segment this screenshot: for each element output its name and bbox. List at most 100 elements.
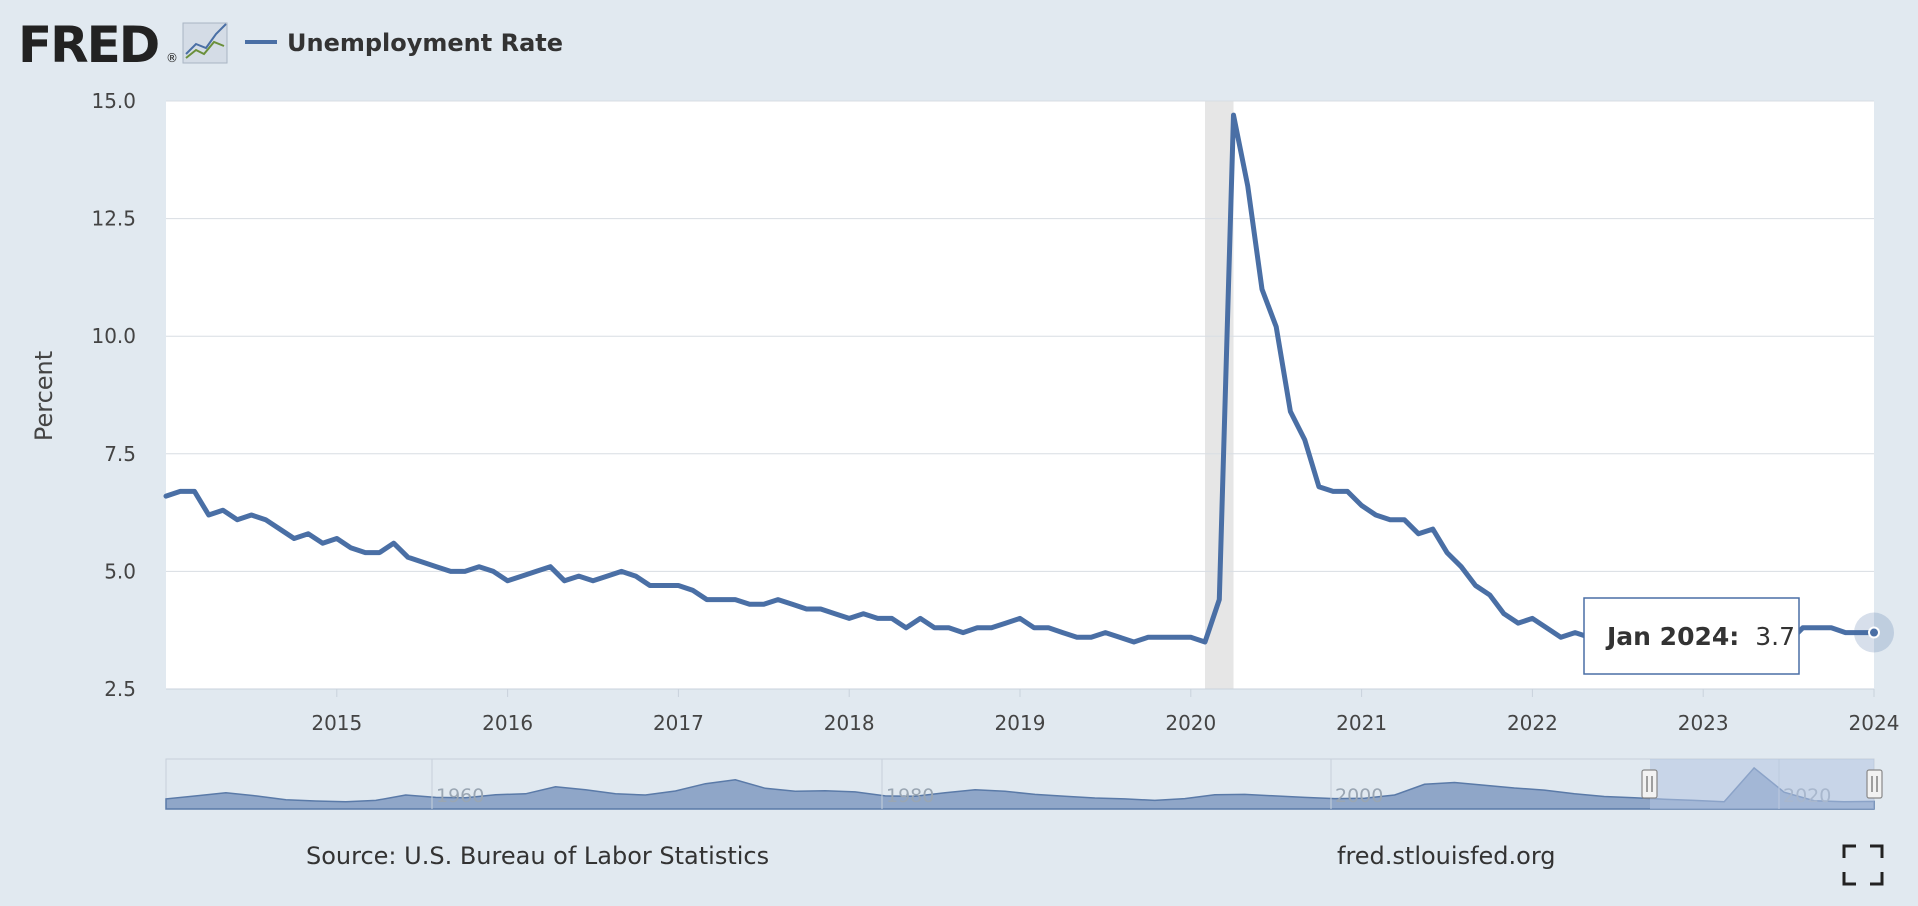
data-point [1175,636,1178,639]
data-point [1246,184,1249,187]
data-point [848,617,851,620]
data-point [776,598,780,601]
fred-logo-registered: ® [166,51,178,65]
data-point [591,579,595,583]
data-point [534,570,538,573]
y-tick-label: 2.5 [104,677,136,701]
navigator-label: 1960 [436,785,484,807]
data-point [1346,490,1349,493]
data-point [890,617,894,620]
data-point [705,598,709,601]
navigator-left-handle[interactable] [1641,769,1658,799]
data-point [1331,490,1335,493]
data-point [1317,485,1321,488]
data-point [1559,636,1563,639]
data-point [1061,631,1064,634]
source-text: Source: U.S. Bureau of Labor Statistics [306,842,769,870]
tooltip-date: Jan 2024: [1605,622,1739,651]
data-point [719,598,723,601]
x-tick-label: 2024 [1849,711,1900,735]
data-point [1488,593,1491,597]
data-point [1545,626,1548,630]
data-point [1417,532,1420,535]
plot-area [166,101,1874,689]
hover-point-marker[interactable] [1854,612,1894,653]
data-point [976,626,979,630]
data-point [620,570,623,573]
data-point [250,513,253,517]
data-point [1374,513,1378,517]
data-point [919,617,922,620]
data-point [961,631,965,634]
data-point [321,541,324,545]
data-point [264,518,267,521]
navigator-right-handle[interactable] [1866,769,1883,799]
data-point [207,513,210,517]
data-point [833,612,837,615]
data-point [876,617,879,620]
data-point [307,532,310,535]
navigator-label: 2000 [1335,785,1383,807]
data-point [1004,621,1007,625]
data-point [1260,287,1264,291]
data-point [862,612,865,615]
data-point [734,598,737,601]
data-point [364,551,367,554]
data-point [164,494,168,498]
data-point [577,574,580,578]
x-tick-label: 2018 [824,711,875,735]
site-link[interactable]: fred.stlouisfed.org [1337,842,1556,870]
data-point [1289,410,1292,413]
data-point [791,603,794,606]
navigator-area [165,766,1875,810]
data-point [762,603,765,606]
range-navigator[interactable]: 1960198020002020 [165,758,1883,810]
data-point [1573,631,1577,634]
x-tick-label: 2017 [653,711,704,735]
data-point [1844,631,1847,634]
legend-series-label[interactable]: Unemployment Rate [287,29,563,57]
fred-logo-text[interactable]: FRED [18,16,160,74]
fullscreen-icon[interactable] [1842,844,1884,886]
data-point [1474,584,1477,587]
data-point [520,574,524,578]
data-point [1033,626,1036,630]
fred-logo-graph-icon[interactable] [182,22,228,64]
data-point [435,565,438,568]
data-point [421,560,424,564]
x-tick-label: 2019 [995,711,1046,735]
y-tick-label: 15.0 [91,89,136,113]
data-point [1360,504,1363,507]
data-point [662,584,666,587]
navigator-selection-window[interactable] [1650,759,1874,809]
data-point [1018,617,1022,620]
tooltip: Jan 2024: 3.7 [1583,597,1800,675]
data-point [1858,631,1861,634]
data-point [1388,518,1392,521]
data-point [748,603,751,606]
data-point [819,607,822,611]
data-point [1303,438,1306,441]
data-point [648,584,652,587]
x-tick-label: 2022 [1507,711,1558,735]
y-tick-label: 10.0 [91,324,136,348]
tooltip-value: 3.7 [1755,622,1795,651]
data-point [1189,636,1193,639]
data-point [606,574,609,578]
data-point [1460,565,1463,568]
data-point [1275,325,1278,328]
y-axis-label: Percent [30,351,58,441]
data-point [1232,113,1235,117]
data-point [1801,626,1805,630]
data-point [1047,626,1050,630]
data-point [1516,621,1520,625]
data-point [1075,636,1079,639]
data-point [492,570,495,573]
data-point [235,518,239,521]
data-point [1830,626,1833,630]
hover-dot[interactable] [1868,626,1880,639]
data-point [335,537,338,540]
data-point [1531,617,1534,620]
x-tick-label: 2023 [1678,711,1729,735]
tooltip-box [1583,597,1800,675]
